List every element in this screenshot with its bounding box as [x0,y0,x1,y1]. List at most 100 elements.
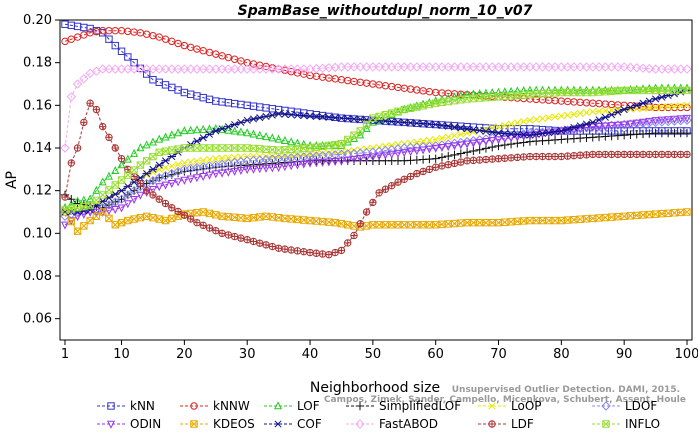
data-point [261,64,271,74]
data-point [185,64,196,74]
data-point [463,157,471,165]
legend-marker [107,402,115,410]
data-point [287,215,295,223]
data-point [212,211,220,219]
data-point [155,134,164,143]
data-point [437,62,447,72]
data-point [98,123,107,131]
data-point [588,62,598,72]
data-point [111,144,119,152]
data-point [481,127,491,135]
x-tick-label: 70 [490,347,507,362]
data-point [160,64,171,74]
data-point [607,122,616,131]
data-point [582,109,591,117]
data-point [224,125,233,134]
data-point [161,132,170,141]
data-point [86,201,94,210]
data-point [626,150,635,159]
legend-item-ldof: LDOF [592,399,657,413]
data-point [664,116,673,125]
data-point [569,62,579,72]
data-point [268,164,277,173]
data-point [419,102,427,110]
data-point [104,171,113,180]
data-point [174,160,182,169]
data-point [538,152,547,161]
data-point [400,105,408,114]
data-point [381,221,390,229]
data-point [525,131,535,139]
data-point [61,37,69,46]
data-point [601,213,610,222]
data-point [325,141,333,150]
data-point [468,62,479,72]
data-point [211,64,221,74]
data-point [123,64,133,74]
data-point [192,165,202,174]
data-point [493,62,504,72]
data-point [161,35,170,43]
legend-label: SimplifiedLOF [379,399,461,413]
data-point [406,221,415,229]
data-point [562,62,573,72]
y-tick-label: 0.06 [23,312,52,327]
data-point [242,64,252,74]
data-point [620,121,629,130]
data-point [249,129,258,138]
data-point [130,58,138,67]
data-point [79,73,89,84]
data-point [286,64,296,74]
data-point [582,124,591,133]
data-point [98,191,107,199]
data-point [563,152,572,160]
data-point [544,129,553,137]
data-point [399,62,409,72]
data-point [450,142,459,151]
data-point [155,195,163,203]
data-point [218,229,226,237]
data-point [683,101,691,109]
data-point [362,208,371,216]
watermark-line-1: Unsupervised Outlier Detection. DAMI, 20… [452,385,680,395]
data-point [507,120,515,128]
data-point [350,131,358,139]
y-tick-label: 0.16 [23,98,52,113]
legend-label: LoOP [511,399,542,413]
x-tick-label: 60 [427,347,444,362]
series-layer [60,20,692,259]
data-point [149,191,157,199]
data-point [444,133,452,141]
data-point [405,62,416,72]
data-point [60,221,70,230]
data-point [204,64,215,74]
data-point [474,62,485,72]
data-point [123,182,133,190]
data-point [155,161,164,169]
data-point [676,64,686,74]
data-point [243,144,251,152]
data-point [280,64,290,74]
data-point [337,140,346,148]
data-point [167,64,177,74]
data-point [595,150,603,159]
data-point [73,144,82,152]
data-point [104,64,114,74]
data-point [488,137,497,146]
data-point [117,195,126,204]
data-point [519,153,528,161]
data-point [538,115,547,123]
data-point [507,154,515,162]
data-point [312,143,321,151]
data-point [180,176,189,185]
data-point [545,152,553,161]
data-point [92,105,101,114]
data-point [456,141,465,150]
data-point [67,205,75,213]
data-point [482,155,490,164]
data-point [217,64,227,74]
data-point [230,232,239,241]
data-point [105,133,113,141]
data-point [431,99,440,107]
data-point [117,47,126,55]
